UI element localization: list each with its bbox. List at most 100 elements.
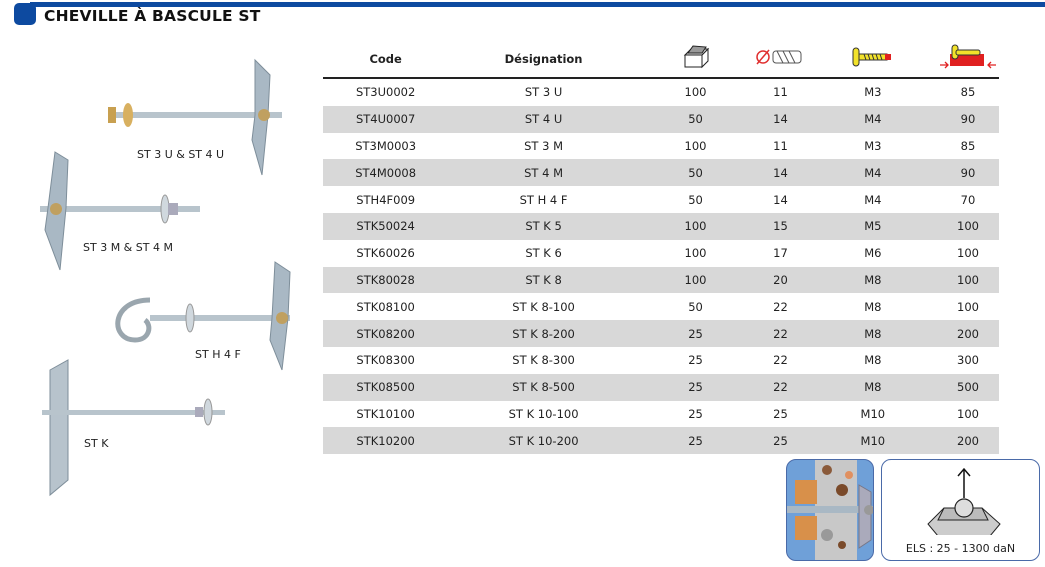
cell-code: STK50024	[323, 212, 449, 240]
cell-designation: ST 4 U	[448, 105, 639, 133]
drill-diameter-icon	[752, 40, 809, 79]
cell-wall-thickness: 100	[957, 246, 979, 261]
product-st-m-image	[40, 151, 200, 271]
cell-quantity: 100	[684, 138, 707, 153]
table-row: STK08500 ST K 8-500 25 22 M8 500	[323, 373, 999, 401]
cell-drill-diameter: 22	[752, 373, 809, 401]
cell-code: STH4F009	[356, 192, 416, 207]
cell-designation: ST 4 M	[448, 159, 639, 187]
cell-thread: M8	[864, 299, 882, 314]
table-row: STK50024 ST K 5 100 15 M5 100	[323, 212, 999, 240]
cell-code: STK08300	[356, 353, 415, 368]
cell-code: STK08100	[356, 299, 415, 314]
product-st-k-image	[42, 359, 225, 497]
table-row: STK10200 ST K 10-200 25 25 M10 200	[323, 427, 999, 455]
cell-code: STK80028	[323, 266, 449, 294]
load-rating: ELS : 25 - 1300 daN	[905, 542, 1016, 555]
cell-code: STK08200	[323, 320, 449, 347]
product-st-u-image	[108, 58, 282, 176]
cell-designation: ST K 8-200	[448, 320, 639, 347]
table-header: Code Désignation	[323, 40, 999, 79]
cell-code: ST3M0003	[355, 138, 417, 153]
cell-thread: M8	[808, 373, 937, 401]
cell-quantity: 25	[688, 353, 703, 368]
cell-quantity: 25	[638, 373, 753, 401]
cell-thread: M5	[808, 212, 937, 240]
table-row: STK80028 ST K 8 100 20 M8 100	[323, 266, 999, 294]
table-row: ST4M0008 ST 4 M 50 14 M4 90	[323, 159, 999, 187]
cell-thread: M3	[864, 138, 882, 153]
cell-designation: ST K 8-300	[512, 353, 575, 368]
table-row: STH4F009 ST H 4 F 50 14 M4 70	[323, 186, 999, 213]
cell-drill-diameter: 15	[752, 212, 809, 240]
cell-wall-thickness: 300	[957, 353, 979, 368]
cell-drill-diameter: 11	[773, 85, 788, 100]
cell-wall-thickness: 100	[957, 406, 979, 421]
cell-quantity: 100	[638, 266, 753, 294]
cell-wall-thickness: 100	[936, 212, 999, 240]
table-row: STK08100 ST K 8-100 50 22 M8 100	[323, 293, 999, 320]
cell-drill-diameter: 14	[773, 192, 788, 207]
header-bar	[30, 2, 1045, 7]
cell-thread: M8	[808, 320, 937, 347]
cell-thread: M10	[860, 406, 886, 421]
cell-quantity: 100	[638, 212, 753, 240]
cell-designation: ST K 6	[525, 246, 562, 261]
header-badge	[14, 3, 36, 25]
cell-code: STK10100	[356, 406, 415, 421]
cell-quantity: 25	[688, 406, 703, 421]
cell-thread: M4	[808, 159, 937, 187]
cell-drill-diameter: 20	[752, 266, 809, 294]
cell-code: ST3U0002	[355, 85, 416, 100]
cell-designation: ST K 8-500	[448, 373, 639, 401]
cell-code: ST4U0007	[323, 105, 449, 133]
cell-quantity: 50	[688, 299, 703, 314]
cell-designation: ST 3 U	[524, 85, 563, 100]
load-diagram-icon	[927, 467, 1001, 537]
product-caption: ST H 4 F	[195, 348, 241, 361]
cell-designation: ST K 10-100	[508, 406, 579, 421]
cell-code: ST4M0008	[323, 159, 449, 187]
product-caption: ST K	[84, 437, 109, 450]
cell-quantity: 50	[688, 192, 703, 207]
cell-wall-thickness: 85	[960, 85, 976, 100]
cell-drill-diameter: 14	[752, 105, 809, 133]
cell-wall-thickness: 100	[957, 299, 979, 314]
mounting-illustration	[786, 459, 874, 561]
cell-designation: ST K 5	[448, 212, 639, 240]
cell-drill-diameter: 25	[752, 427, 809, 455]
cell-code: STK60026	[356, 246, 415, 261]
load-panel: ELS : 25 - 1300 daN	[881, 459, 1040, 561]
cell-designation: ST K 10-200	[448, 427, 639, 455]
cell-drill-diameter: 22	[773, 353, 788, 368]
table-row: STK08300 ST K 8-300 25 22 M8 300	[323, 347, 999, 374]
table-row: STK10100 ST K 10-100 25 25 M10 100	[323, 401, 999, 428]
table-row: STK60026 ST K 6 100 17 M6 100	[323, 240, 999, 267]
col-designation: Désignation	[448, 40, 639, 79]
cell-wall-thickness: 70	[960, 192, 976, 207]
cell-thread: M8	[808, 266, 937, 294]
cell-drill-diameter: 22	[773, 299, 788, 314]
cell-drill-diameter: 11	[773, 138, 788, 153]
cell-code: STK08500	[323, 373, 449, 401]
cell-wall-thickness: 200	[936, 320, 999, 347]
cell-designation: ST H 4 F	[519, 192, 568, 207]
col-code: Code	[323, 40, 449, 79]
cell-wall-thickness: 100	[936, 266, 999, 294]
cell-wall-thickness: 90	[936, 159, 999, 187]
cell-quantity: 100	[684, 85, 707, 100]
cell-drill-diameter: 22	[752, 320, 809, 347]
product-caption: ST 3 U & ST 4 U	[137, 148, 225, 161]
cell-drill-diameter: 25	[773, 406, 788, 421]
box-quantity-icon	[638, 40, 753, 79]
page-title: CHEVILLE À BASCULE ST	[44, 7, 261, 25]
cell-quantity: 50	[638, 159, 753, 187]
cell-designation: ST 3 M	[524, 138, 563, 153]
screw-thread-icon	[808, 40, 937, 79]
cell-quantity: 100	[684, 246, 707, 261]
cell-quantity: 25	[638, 320, 753, 347]
cell-wall-thickness: 500	[936, 373, 999, 401]
cell-drill-diameter: 14	[752, 159, 809, 187]
cell-designation: ST K 8	[448, 266, 639, 294]
cell-drill-diameter: 17	[773, 246, 788, 261]
